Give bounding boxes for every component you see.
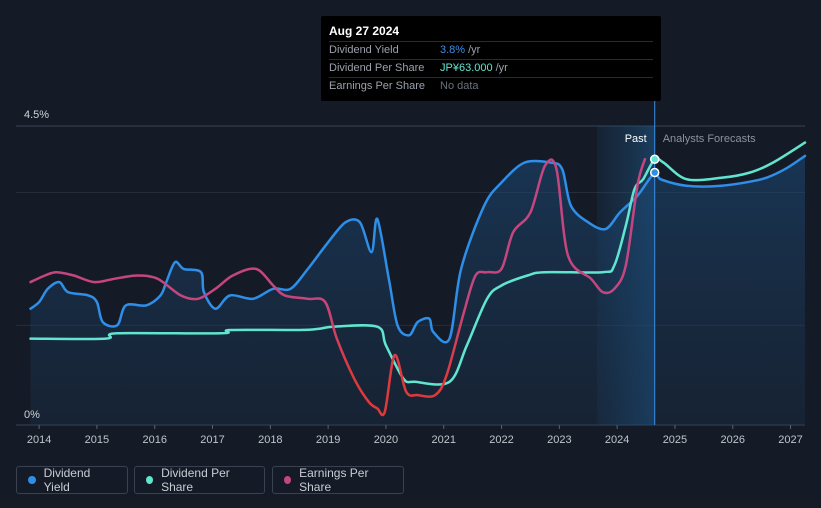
tooltip-date: Aug 27 2024 [329, 24, 400, 38]
x-axis: 2014 2015 2016 2017 2018 2019 2020 2021 2022 2023… [27, 425, 803, 446]
tooltip-label: Dividend Per Share [329, 62, 425, 74]
x-tick-label: 2018 [258, 434, 282, 446]
legend-label: Dividend Yield [43, 466, 91, 494]
tooltip-value: No data [440, 80, 479, 92]
tooltip-label: Dividend Yield [329, 44, 399, 56]
tooltip-unit: /yr [468, 44, 481, 56]
x-tick-label: 2026 [721, 434, 745, 446]
legend-label: Earnings Per Share [299, 466, 369, 494]
tooltip-row-dividend-per-share: Dividend Per Share JP¥63.000 /yr [329, 59, 653, 77]
tooltip-unit: /yr [495, 62, 508, 74]
legend-dot-icon [146, 476, 154, 484]
x-tick-label: 2019 [316, 434, 340, 446]
earnings-per-share-line [29, 157, 647, 417]
x-tick-label: 2023 [547, 434, 571, 446]
legend-dividend-yield[interactable]: Dividend Yield [16, 466, 128, 494]
x-tick-label: 2025 [663, 434, 687, 446]
x-tick-label: 2016 [142, 434, 166, 446]
tooltip-row-dividend-yield: Dividend Yield 3.8% /yr [329, 41, 653, 59]
y-axis-top-label: 4.5% [24, 109, 49, 121]
x-tick-label: 2027 [778, 434, 802, 446]
past-label: Past [625, 133, 647, 145]
x-tick-label: 2021 [431, 434, 455, 446]
tooltip-row-earnings-per-share: Earnings Per Share No data [329, 77, 653, 95]
dividend-per-share-line [29, 141, 807, 386]
x-tick-label: 2020 [374, 434, 398, 446]
legend-dividend-per-share[interactable]: Dividend Per Share [134, 466, 265, 494]
legend-label: Dividend Per Share [161, 466, 230, 494]
y-axis-bottom-label: 0% [24, 409, 40, 421]
dividend-per-share-highlight-point [649, 154, 660, 164]
x-tick-label: 2024 [605, 434, 629, 446]
x-tick-label: 2014 [27, 434, 51, 446]
highlight-points [649, 154, 660, 178]
x-tick-label: 2017 [200, 434, 224, 446]
x-tick-label: 2015 [85, 434, 109, 446]
tooltip: Aug 27 2024 Dividend Yield 3.8% /yr Divi… [321, 16, 661, 101]
legend-earnings-per-share[interactable]: Earnings Per Share [272, 466, 404, 494]
legend-dot-icon [284, 476, 292, 484]
x-tick-label: 2022 [489, 434, 513, 446]
dividend-yield-highlight-point [649, 167, 660, 178]
dividend-yield-line [29, 154, 807, 344]
tooltip-label: Earnings Per Share [329, 80, 425, 92]
series-layer [29, 141, 807, 425]
forecast-label: Analysts Forecasts [663, 133, 756, 145]
legend-dot-icon [28, 476, 36, 484]
dividend-yield-area [30, 155, 805, 425]
tooltip-value: 3.8% [440, 44, 466, 56]
tooltip-value: JP¥63.000 [440, 62, 493, 74]
